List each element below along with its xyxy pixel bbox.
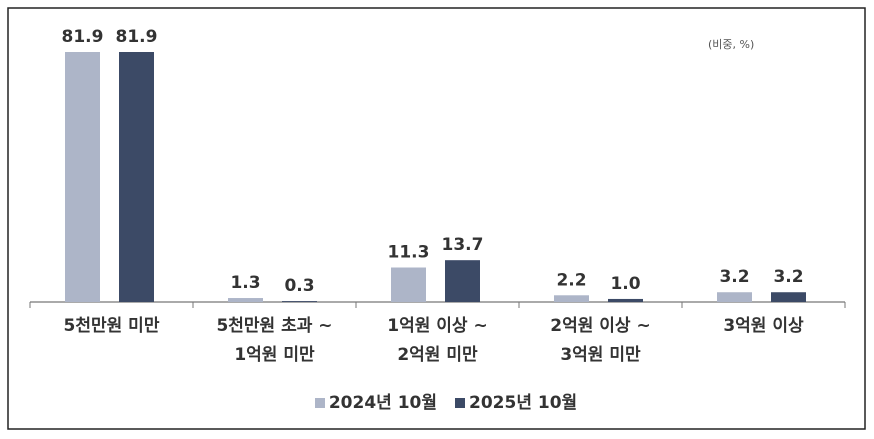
value-label: 1.0: [610, 274, 640, 294]
x-tick-label: 5천만원 초과 ~ 1억원 미만: [216, 316, 333, 365]
x-tick-label: 5천만원 미만: [63, 316, 160, 336]
bar: [228, 298, 263, 302]
x-tick-label: 1억원 이상 ~ 2억원 미만: [387, 316, 488, 365]
value-label: 81.9: [62, 27, 104, 47]
value-label: 81.9: [116, 27, 158, 47]
bar: [717, 292, 752, 302]
legend-label: 2024년 10월: [328, 393, 437, 413]
value-label: 2.2: [556, 270, 586, 290]
bar: [119, 52, 154, 302]
value-label: 3.2: [719, 267, 749, 287]
bar: [608, 298, 643, 302]
value-label: 11.3: [388, 243, 430, 263]
unit-note: (비중, %): [708, 38, 755, 51]
legend: 2024년 10월 2025년 10월: [0, 388, 874, 413]
bar: [65, 52, 100, 302]
value-label: 0.3: [284, 276, 314, 296]
bar: [391, 267, 426, 302]
frame: [7, 7, 866, 430]
value-label: 1.3: [230, 273, 260, 293]
bar: [554, 295, 589, 302]
bar: [445, 260, 480, 302]
legend-swatch: [314, 398, 325, 408]
legend-label: 2025년 10월: [469, 393, 578, 413]
bar: [771, 292, 806, 302]
value-label: 3.2: [773, 267, 803, 287]
legend-swatch: [455, 398, 465, 408]
value-label: 13.7: [442, 235, 484, 255]
bar: [282, 301, 317, 302]
x-tick-label: 3억원 이상: [723, 316, 804, 336]
x-tick-label: 2억원 이상 ~ 3억원 미만: [550, 316, 651, 365]
